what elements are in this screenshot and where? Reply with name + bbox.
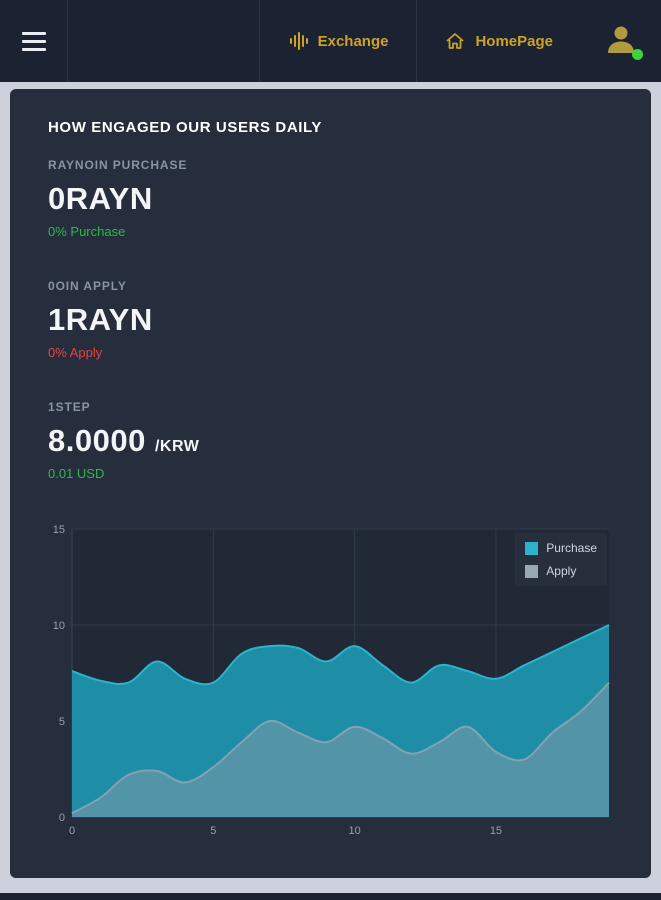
- nav-homepage-label: HomePage: [475, 32, 553, 50]
- purchase-swatch-icon: [525, 541, 539, 555]
- stat-value: 8.0000 /KRW: [48, 423, 200, 458]
- user-avatar-icon: [604, 22, 638, 61]
- svg-text:15: 15: [490, 825, 502, 837]
- equalizer-icon: [288, 31, 308, 51]
- engagement-chart: 0 5 10 15 0 5 10 15 Purchase Apply: [48, 521, 613, 852]
- legend-item-purchase[interactable]: Purchase: [525, 541, 597, 555]
- chart-legend: Purchase Apply: [515, 533, 607, 586]
- stat-value: 0RAYN: [48, 181, 153, 216]
- home-icon: [445, 31, 465, 51]
- header-spacer: [68, 0, 259, 82]
- dashboard-card: HOW ENGAGED OUR USERS DAILY RAYNOIN PURC…: [10, 89, 651, 878]
- user-menu[interactable]: [581, 0, 661, 82]
- online-status-dot: [632, 49, 643, 60]
- menu-section: [0, 0, 68, 82]
- stat-raynoin-purchase: RAYNOIN PURCHASE 0RAYN 0% Purchase: [48, 158, 613, 239]
- nav-exchange-label: Exchange: [317, 32, 389, 50]
- svg-text:5: 5: [59, 716, 65, 728]
- stat-sub: 0% Apply: [48, 345, 103, 360]
- stat-0oin-apply: 0OIN APPLY 1RAYN 0% Apply: [48, 279, 613, 360]
- stat-label: 1STEP: [48, 400, 91, 414]
- svg-text:15: 15: [53, 524, 65, 536]
- svg-text:10: 10: [349, 825, 361, 837]
- svg-text:10: 10: [53, 620, 65, 632]
- legend-item-apply[interactable]: Apply: [525, 564, 597, 578]
- hamburger-menu-button[interactable]: [18, 28, 50, 55]
- top-nav: Exchange HomePage: [0, 0, 661, 82]
- bottom-bar: [0, 893, 661, 900]
- svg-text:0: 0: [59, 812, 65, 824]
- stat-sub: 0% Purchase: [48, 224, 126, 239]
- page-title: HOW ENGAGED OUR USERS DAILY: [48, 119, 323, 136]
- svg-text:0: 0: [69, 825, 75, 837]
- stat-value: 1RAYN: [48, 302, 153, 337]
- stat-label: RAYNOIN PURCHASE: [48, 158, 188, 172]
- svg-text:5: 5: [210, 825, 216, 837]
- stat-sub: 0.01 USD: [48, 466, 105, 481]
- stat-1step: 1STEP 8.0000 /KRW 0.01 USD: [48, 400, 613, 481]
- nav-homepage[interactable]: HomePage: [416, 0, 581, 82]
- apply-swatch-icon: [525, 564, 539, 578]
- nav-exchange[interactable]: Exchange: [258, 0, 417, 82]
- stat-label: 0OIN APPLY: [48, 279, 127, 293]
